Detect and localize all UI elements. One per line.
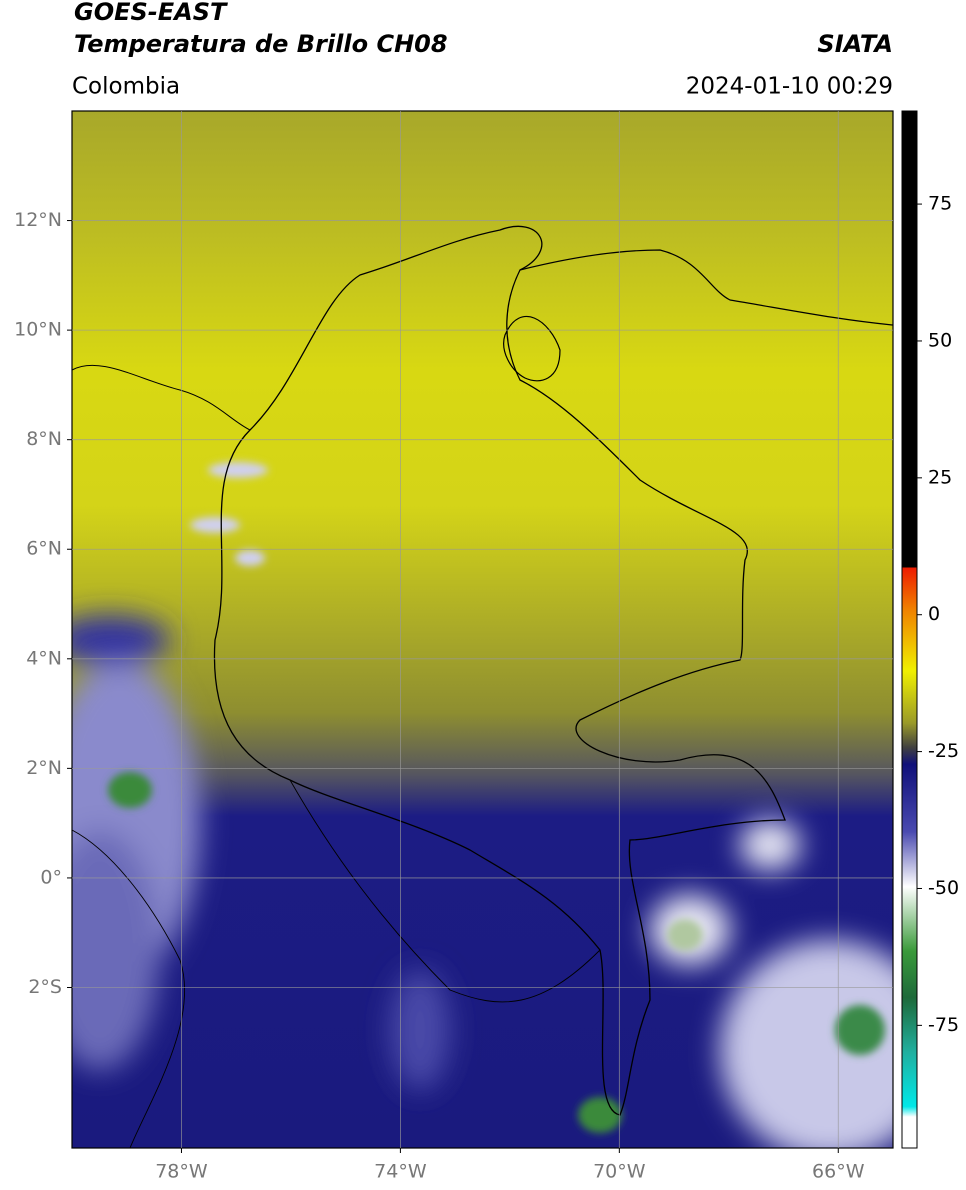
lon-label: 74°W: [374, 1161, 427, 1183]
country-border: [213, 225, 786, 1116]
colorbar-label: -25: [928, 740, 959, 762]
colorbar-label: 0: [928, 603, 940, 625]
lat-label: 6°N: [26, 538, 62, 560]
lon-label: 78°W: [155, 1161, 208, 1183]
border: [72, 779, 601, 1148]
coastline: [519, 249, 893, 326]
colorbar-label: 75: [928, 193, 952, 215]
satellite-name: GOES-EAST: [74, 0, 228, 26]
lon-label: 66°W: [812, 1161, 865, 1183]
lat-label: 4°N: [26, 647, 62, 669]
colorbar-label: -50: [928, 877, 959, 899]
product-title: Temperatura de Brillo CH08: [74, 30, 448, 58]
map-frame: [71, 110, 894, 1149]
datetime: 2024-01-10 00:29: [686, 74, 893, 100]
lat-label: 8°N: [26, 428, 62, 450]
lat-label: 2°N: [26, 757, 62, 779]
satellite-image: [72, 111, 893, 1148]
lat-label: 0°: [40, 866, 62, 888]
source: SIATA: [817, 30, 893, 58]
lake: [503, 315, 561, 382]
lat-label: 12°N: [14, 209, 62, 231]
coastline: [72, 364, 251, 431]
lon-label: 70°W: [593, 1161, 646, 1183]
colorbar-label: -75: [928, 1014, 959, 1036]
lat-label: 10°N: [14, 319, 62, 341]
colorbar-label: 25: [928, 466, 952, 488]
colorbar-label: 50: [928, 329, 952, 351]
lat-label: 2°S: [28, 976, 62, 998]
region: Colombia: [72, 74, 180, 100]
colorbar: [901, 110, 918, 1149]
